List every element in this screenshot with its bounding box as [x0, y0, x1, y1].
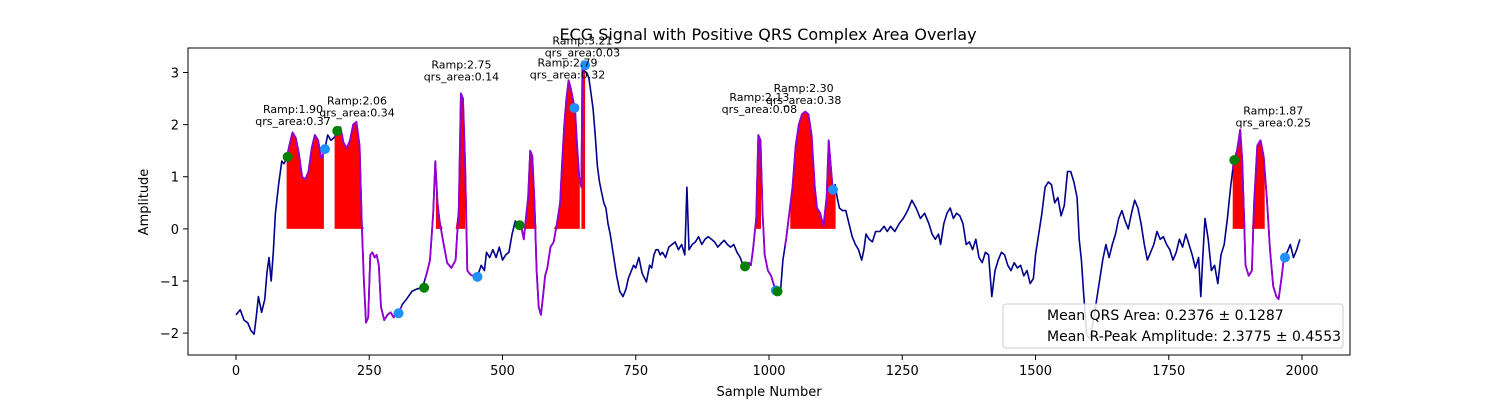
qrs-area-annotation: qrs_area:0.34: [319, 106, 394, 119]
qrs-segment-line: [517, 60, 586, 316]
qrs-area-annotation: qrs_area:0.32: [530, 68, 605, 81]
y-tick-label: −2: [160, 327, 179, 342]
qrs-segment-line: [285, 131, 325, 181]
x-axis-label: Sample Number: [716, 385, 822, 400]
r-amp-annotation: Ramp:1.90: [263, 103, 323, 116]
qrs-area-annotation: qrs_area:0.25: [1236, 116, 1311, 129]
qrs-area-annotation: qrs_area:0.03: [545, 47, 620, 60]
qrs-offset-marker: [827, 184, 838, 195]
r-amp-annotation: Ramp:2.06: [327, 94, 387, 107]
qrs-onset-marker: [772, 286, 783, 297]
r-amp-annotation: Ramp:2.13: [729, 91, 789, 104]
y-tick-label: −1: [160, 275, 179, 290]
y-tick-label: 0: [171, 223, 179, 238]
qrs-offset-marker: [1279, 252, 1290, 263]
qrs-offset-marker: [319, 144, 330, 155]
qrs-area-annotation: qrs_area:0.37: [255, 115, 330, 128]
qrs-onset-marker: [332, 125, 343, 136]
legend: Mean QRS Area: 0.2376 ± 0.1287 Mean R-Pe…: [1002, 303, 1344, 349]
qrs-segment-line: [333, 121, 403, 324]
legend-entry-r-peak: Mean R-Peak Amplitude: 2.3775 ± 0.4553: [1047, 329, 1341, 345]
qrs-area-annotation: qrs_area:0.14: [424, 70, 499, 83]
qrs-area-annotation: qrs_area:0.38: [766, 94, 841, 107]
qrs-onset-marker: [282, 151, 293, 162]
qrs-offset-marker: [569, 102, 580, 113]
r-amp-annotation: Ramp:2.79: [537, 56, 597, 69]
r-amp-annotation: Ramp:1.87: [1243, 104, 1303, 117]
x-tick-label: 2000: [1285, 364, 1318, 379]
qrs-offset-marker: [393, 308, 404, 319]
qrs-offset-marker: [580, 60, 591, 71]
qrs-segment-line: [1231, 128, 1285, 301]
qrs-onset-marker: [740, 261, 751, 272]
qrs-offset-marker: [472, 271, 483, 282]
qrs-onset-marker: [514, 220, 525, 231]
legend-box: [1002, 303, 1344, 349]
qrs-onset-marker: [419, 282, 430, 293]
qrs-segment-line: [424, 92, 477, 279]
r-amp-annotation: Ramp:2.75: [431, 58, 491, 71]
r-amp-annotation: Ramp:2.30: [774, 82, 834, 95]
qrs-area-fill: [286, 132, 324, 229]
plot-area: Ramp:1.90qrs_area:0.37Ramp:2.06qrs_area:…: [235, 35, 1311, 340]
chart-title: ECG Signal with Positive QRS Complex Are…: [559, 25, 976, 44]
y-axis: −2 −1 0 1 2 3: [160, 66, 188, 342]
x-tick-label: 750: [623, 364, 648, 379]
x-tick-label: 500: [490, 364, 515, 379]
y-tick-label: 2: [171, 119, 179, 134]
qrs-area-fill: [1232, 129, 1265, 229]
x-tick-label: 1500: [1019, 364, 1052, 379]
legend-entry-qrs-area: Mean QRS Area: 0.2376 ± 0.1287: [1047, 308, 1284, 324]
y-axis-label: Amplitude: [137, 169, 152, 236]
y-tick-label: 1: [171, 171, 179, 186]
qrs-segment-line: [784, 110, 834, 247]
x-tick-label: 0: [232, 364, 240, 379]
x-tick-label: 1750: [1152, 364, 1185, 379]
r-amp-annotation: Ramp:3.21: [552, 35, 612, 48]
y-tick-label: 3: [171, 66, 179, 81]
x-axis: 0 250 500 750 1000 1250 1500 1750 2000: [232, 355, 1319, 379]
x-tick-label: 250: [357, 364, 382, 379]
qrs-area-annotation: qrs_area:0.08: [722, 103, 797, 116]
qrs-segment-line: [744, 134, 778, 291]
x-tick-label: 1000: [752, 364, 785, 379]
qrs-onset-marker: [1229, 155, 1240, 166]
x-tick-label: 1250: [886, 364, 919, 379]
